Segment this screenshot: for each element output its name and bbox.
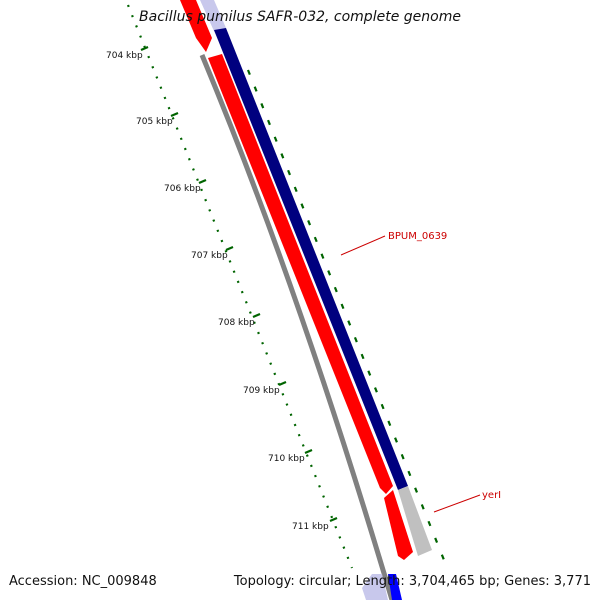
map-title: Bacillus pumilus SAFR-032, complete geno…: [139, 9, 461, 25]
label-leader-yerl: [433, 494, 481, 513]
ruler-tick-label: 708 kbp: [218, 318, 255, 328]
ruler-tick-label: 711 kbp: [292, 522, 329, 532]
ruler-tick: [170, 111, 179, 118]
ruler-tick: [329, 516, 338, 523]
ruler-tick-label: 704 kbp: [106, 51, 143, 61]
ruler-track: [126, 4, 354, 569]
forward-strand-track: [180, 0, 413, 560]
ruler-tick: [198, 178, 207, 185]
ruler-tick-label: 705 kbp: [136, 117, 173, 127]
backbone-line: [199, 54, 395, 601]
genome-summary-text: Topology: circular; Length: 3,704,465 bp…: [233, 574, 591, 589]
label-leader-bpum-0639: [340, 235, 386, 256]
ruler-tick-label: 707 kbp: [191, 251, 228, 261]
gene-label: BPUM_0639: [388, 231, 447, 242]
ruler-tick-label: 706 kbp: [164, 184, 201, 194]
gene-arrow-reverse-grey: [362, 574, 388, 600]
gene-arrow-reverse: [388, 574, 402, 600]
ruler-tick: [304, 448, 313, 455]
ruler-tick-label: 710 kbp: [268, 454, 305, 464]
accession-text: Accession: NC_009848: [9, 574, 157, 589]
gene-arrow-forward: [208, 54, 393, 494]
ruler-tick: [225, 245, 234, 252]
reverse-strand-track: [200, 0, 432, 600]
gene-arrow-forward: [384, 490, 413, 560]
ruler-major-ticks: [140, 45, 338, 523]
gene-arrow-reverse-grey: [398, 486, 432, 556]
ruler-tick-label: 709 kbp: [243, 386, 280, 396]
ruler-tick: [140, 45, 149, 52]
gene-arrow-forward: [180, 0, 212, 52]
ruler-tick: [252, 312, 261, 319]
outer-ruler-dashes: [246, 69, 446, 561]
gene-label: yerI: [482, 490, 501, 501]
ruler-tick: [278, 380, 287, 387]
gene-arrow-reverse: [214, 28, 408, 490]
